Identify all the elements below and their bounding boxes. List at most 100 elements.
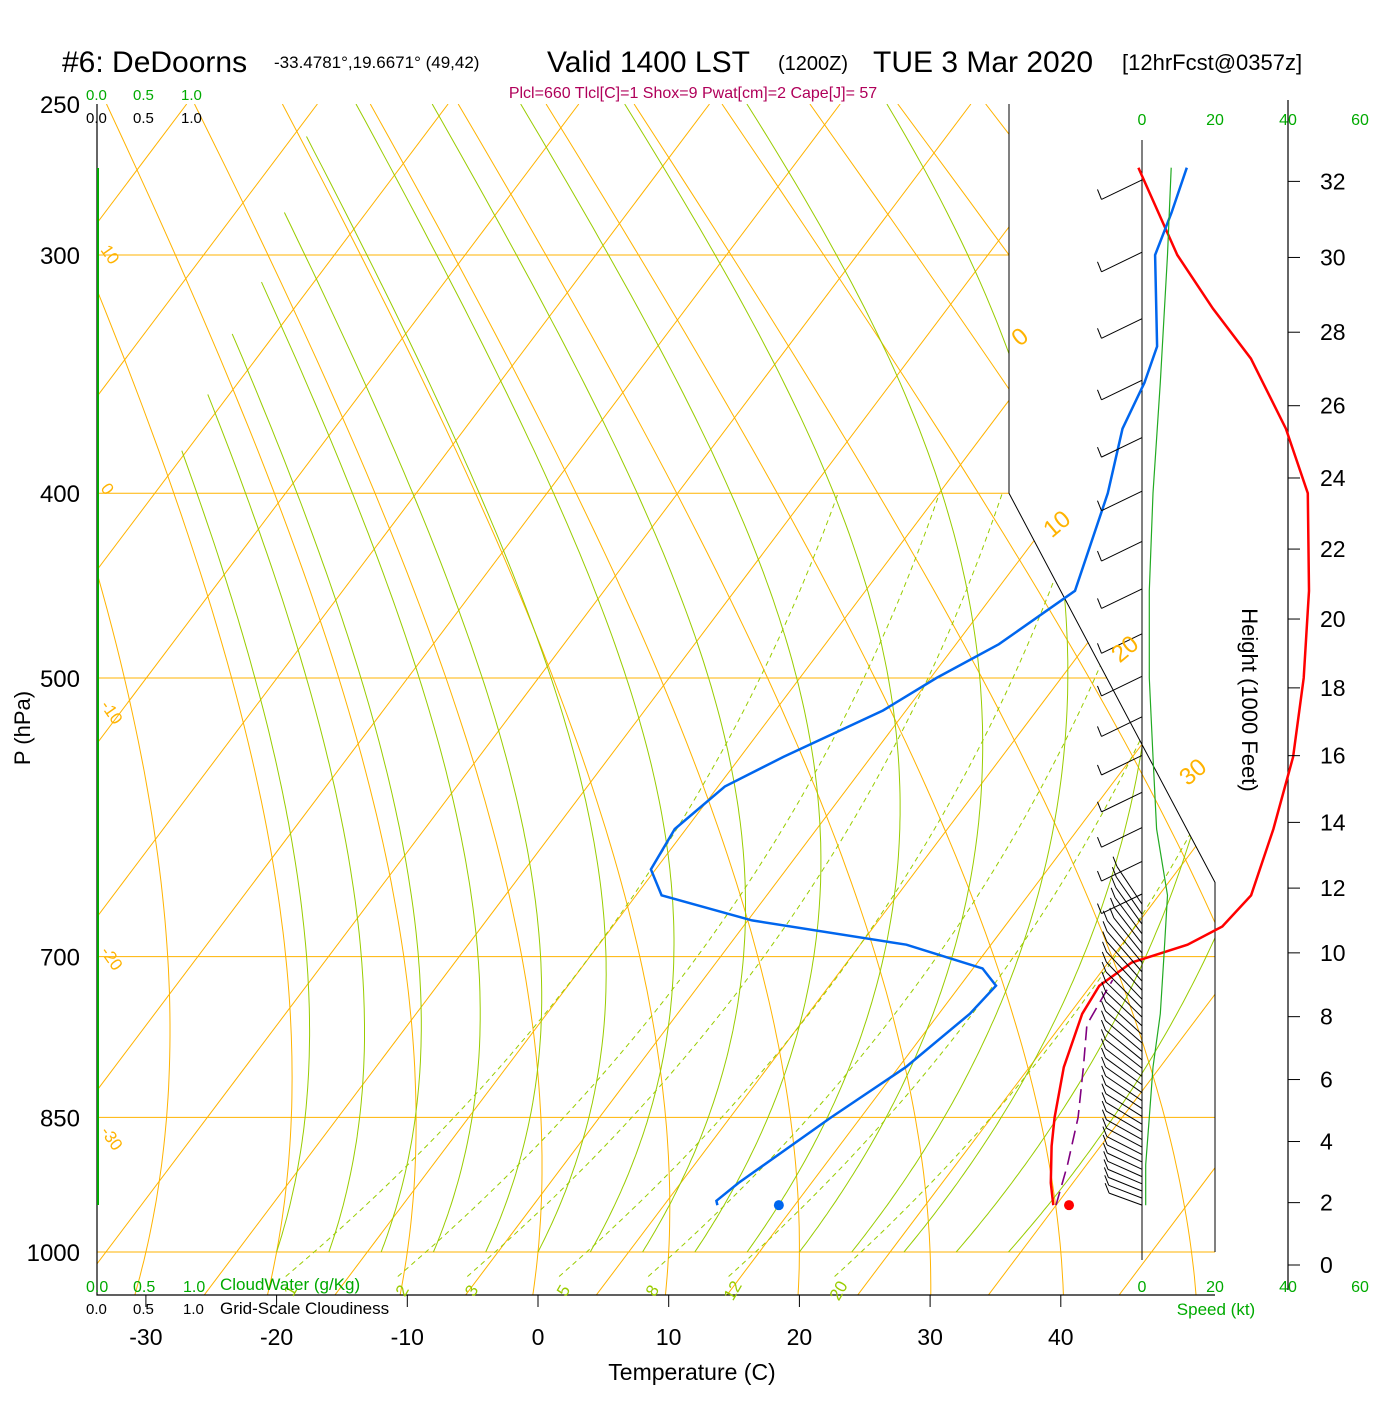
height-tick-label: 4 <box>1320 1129 1333 1155</box>
background-grid <box>0 104 1400 1316</box>
wind-barb-flag <box>1101 1029 1105 1039</box>
dry-adiabat <box>107 104 417 1316</box>
isotherm-label: 10 <box>1038 505 1076 543</box>
zulu-time: (1200Z) <box>778 53 848 75</box>
x-tick-label: -10 <box>391 1324 424 1350</box>
cloudiness-label: Grid-Scale Cloudiness <box>220 1299 389 1318</box>
wind-barb <box>1106 1001 1142 1034</box>
height-tick-label: 10 <box>1320 940 1346 966</box>
wind-barb <box>1101 319 1142 339</box>
height-tick-label: 16 <box>1320 743 1346 769</box>
x-tick-label: 30 <box>917 1324 943 1350</box>
wind-barb <box>1117 867 1142 904</box>
cloud-scale-label: 1.0 <box>181 87 202 104</box>
wind-barb-flag <box>1110 898 1114 908</box>
pressure-tick-label: 400 <box>40 481 80 508</box>
wind-barb <box>1114 908 1142 944</box>
wind-barb <box>1107 952 1142 990</box>
x-tick-label: -30 <box>129 1324 162 1350</box>
wind-barb-flag <box>1102 1001 1106 1011</box>
cloudwater-label: CloudWater (g/Kg) <box>220 1275 360 1294</box>
dry-adiabat <box>634 104 1197 1316</box>
wind-barb-flag <box>1103 932 1107 942</box>
wind-barb <box>1107 1153 1142 1169</box>
wind-barb-flag <box>1101 1020 1105 1030</box>
dry-adiabat <box>546 104 1064 1316</box>
mixing-ratio-label: 20 <box>826 1278 852 1304</box>
wind-barb-flag <box>1097 726 1101 736</box>
speed-tick-label: 60 <box>1351 1279 1369 1296</box>
wind-barb <box>1105 1030 1142 1060</box>
isotherm-label: -10 <box>97 697 127 728</box>
wind-barb-flag <box>1097 643 1101 653</box>
indices-line: Plcl=660 Tlcl[C]=1 Shox=9 Pwat[cm]=2 Cap… <box>509 85 877 102</box>
isotherm <box>189 104 1102 1316</box>
temperature-profile <box>1051 168 1309 1206</box>
wind-barb <box>1101 589 1142 609</box>
cloud-scale-label: 0.0 <box>86 1301 107 1318</box>
forecast-info: [12hrFcst@0357z] <box>1122 50 1302 75</box>
isotherm-label: -30 <box>97 1123 127 1154</box>
wind-barb-flag <box>1097 802 1101 812</box>
x-tick-label: 40 <box>1048 1324 1074 1350</box>
cloud-scale-label: 1.0 <box>183 1301 204 1318</box>
height-tick-label: 26 <box>1320 393 1346 419</box>
wind-barb-flag <box>1097 447 1101 457</box>
wind-barb <box>1109 1193 1142 1205</box>
cloud-scale-label: 0.5 <box>133 110 154 127</box>
speed-tick-label: 40 <box>1279 1279 1297 1296</box>
wind-barb <box>1106 1120 1142 1140</box>
wind-barb-flag <box>1111 888 1115 898</box>
dry-adiabat <box>282 104 669 1316</box>
speed-tick-label: 60 <box>1351 112 1369 129</box>
wind-barb <box>1108 1161 1142 1176</box>
height-tick-label: 24 <box>1320 465 1346 491</box>
wind-barb <box>1107 1128 1142 1147</box>
mixing-ratio-label: 3 <box>461 1282 482 1300</box>
station-coords: -33.4781°,19.6671° (49,42) <box>274 53 479 72</box>
wind-barb-flag <box>1097 328 1101 338</box>
dry-adiabat <box>810 104 1400 1316</box>
pressure-tick-label: 1000 <box>27 1240 80 1267</box>
x-axis-title: Temperature (C) <box>608 1359 775 1385</box>
wind-barb-flag <box>1097 551 1101 561</box>
isotherm <box>0 104 840 1316</box>
moist-adiabat <box>307 137 607 1253</box>
mixing-ratio-line <box>286 493 838 1276</box>
x-tick-label: 10 <box>656 1324 682 1350</box>
x-tick-label: 20 <box>787 1324 813 1350</box>
cloud-scale-label: 1.0 <box>181 110 202 127</box>
wind-barb <box>1107 1137 1142 1155</box>
wind-barb <box>1105 1039 1142 1068</box>
wind-barb-flag <box>1097 501 1101 511</box>
dry-adiabat <box>458 104 931 1316</box>
dry-adiabat <box>986 104 1400 1316</box>
speed-tick-label: 0 <box>1138 1279 1147 1296</box>
plot-frame <box>97 100 1288 1295</box>
wind-barb <box>1101 755 1142 775</box>
height-axis-title: Height (1000 Feet) <box>1237 608 1262 791</box>
cloud-scale-label: 0.5 <box>133 1301 154 1318</box>
height-tick-label: 12 <box>1320 875 1346 901</box>
speed-tick-label: 20 <box>1206 1279 1224 1296</box>
dry-adiabat <box>1074 104 1400 1316</box>
cloud-scale-label: 0.0 <box>86 110 107 127</box>
wind-barb <box>1101 541 1142 561</box>
height-tick-label: 8 <box>1320 1004 1333 1030</box>
x-tick-label: 0 <box>532 1324 545 1350</box>
isotherm <box>0 104 448 1316</box>
wind-barb <box>1101 792 1142 812</box>
cloud-scale-label: 0.5 <box>133 87 154 104</box>
height-tick-label: 2 <box>1320 1190 1333 1216</box>
wind-barb-flag <box>1097 871 1101 881</box>
sounding-profiles <box>651 168 1309 1210</box>
dry-adiabat <box>1337 104 1400 1316</box>
moist-adiabat <box>284 213 541 1253</box>
cloudwater-scale-bottom: 0.0 0.5 1.0 CloudWater (g/Kg) 0.0 0.5 1.… <box>86 1275 389 1318</box>
wind-barb <box>1101 380 1142 400</box>
height-tick-label: 28 <box>1320 319 1346 345</box>
isotherm-label: 10 <box>97 241 123 267</box>
wind-barb <box>1101 180 1142 200</box>
wind-barb-flag <box>1097 262 1101 272</box>
